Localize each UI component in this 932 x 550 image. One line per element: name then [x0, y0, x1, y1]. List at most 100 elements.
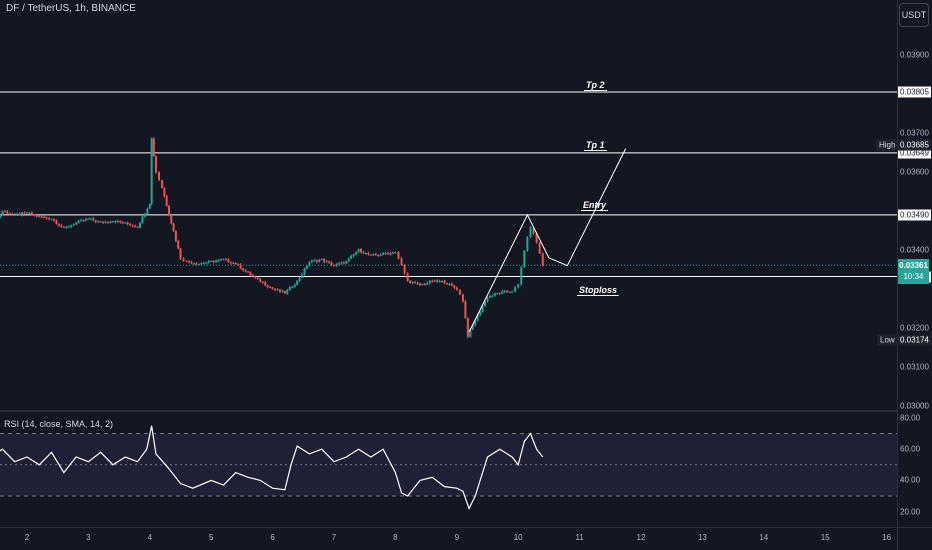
- candle-body: [414, 282, 417, 284]
- candle-body: [150, 138, 153, 205]
- candle-body: [65, 226, 68, 228]
- candle-body: [384, 252, 387, 254]
- candle-body: [40, 216, 43, 218]
- rsi-axis-tick: 20.00: [900, 507, 921, 517]
- bar-countdown: 10:34: [903, 272, 924, 281]
- candle-body: [28, 212, 31, 214]
- current-price-label: 0.03361 10:34: [898, 259, 929, 284]
- candle-body: [33, 214, 36, 216]
- candle-body: [80, 220, 83, 222]
- current-price-value: 0.03361: [899, 261, 928, 270]
- candle-body: [469, 329, 472, 337]
- candle-body: [172, 223, 175, 232]
- candle-body: [450, 283, 453, 286]
- candle-body: [471, 325, 474, 330]
- candle-body: [506, 291, 509, 293]
- candle-body: [501, 291, 504, 294]
- candle-body: [458, 289, 461, 295]
- price-axis-tick: 0.03100: [900, 362, 929, 372]
- price-axis-tick: 0.03900: [900, 50, 929, 60]
- candle-body: [134, 225, 137, 227]
- high-tag: High: [876, 139, 899, 151]
- time-axis-tick: 6: [270, 533, 275, 542]
- candle-body: [523, 250, 526, 268]
- candle-body: [291, 286, 294, 288]
- candle-body: [374, 254, 377, 256]
- candle-body: [337, 263, 340, 265]
- candle-body: [148, 204, 151, 209]
- candle-body: [328, 261, 331, 263]
- candle-body: [121, 222, 124, 224]
- currency-button[interactable]: USDT: [899, 3, 929, 27]
- candle-body: [281, 290, 284, 292]
- candle-body: [278, 289, 281, 292]
- candle-body: [474, 320, 477, 326]
- candle-body: [372, 254, 375, 256]
- candle-body: [377, 255, 380, 257]
- candle-body: [188, 261, 191, 263]
- candle-body: [247, 271, 250, 273]
- candle-body: [158, 172, 161, 181]
- rsi-indicator-title[interactable]: RSI (14, close, SMA, 14, 2): [4, 419, 114, 429]
- candle-body: [129, 224, 132, 226]
- level-price-label: 0.03805: [898, 86, 931, 98]
- candle-body: [21, 212, 24, 215]
- candle-body: [305, 266, 308, 269]
- time-axis-tick: 13: [697, 533, 707, 542]
- candle-body: [303, 268, 306, 275]
- time-axis-tick: 3: [86, 533, 91, 542]
- candle-body: [397, 252, 400, 259]
- candle-body: [165, 196, 168, 206]
- time-axis-tick: 7: [331, 533, 337, 542]
- candle-body: [197, 263, 200, 265]
- projection-path: [468, 148, 627, 333]
- candle-body: [26, 212, 28, 214]
- price-chart[interactable]: [0, 0, 897, 410]
- candle-body: [406, 273, 409, 281]
- rsi-axis-tick: 80.00: [900, 413, 921, 423]
- candle-body: [48, 218, 51, 220]
- candle-body: [102, 222, 105, 224]
- candle-body: [207, 261, 210, 263]
- time-axis-tick: 16: [882, 533, 892, 542]
- candle-body: [411, 282, 414, 284]
- candle-body: [212, 260, 215, 263]
- candle-body: [163, 187, 166, 197]
- candle-body: [488, 295, 491, 298]
- time-axis-border: [0, 527, 932, 528]
- pane-separator[interactable]: [0, 410, 897, 412]
- candle-body: [443, 281, 446, 284]
- candle-body: [448, 283, 451, 285]
- candle-body: [67, 226, 70, 228]
- candle-body: [362, 252, 365, 254]
- candle-body: [423, 284, 426, 286]
- candle-body: [367, 253, 370, 255]
- candle-body: [107, 221, 110, 223]
- candle-body: [479, 311, 482, 315]
- candle-body: [152, 138, 155, 157]
- candle-body: [347, 258, 350, 262]
- candle-body: [256, 277, 259, 279]
- candle-body: [89, 218, 92, 220]
- time-axis-tick: 10: [513, 533, 523, 542]
- candle-body: [99, 221, 102, 223]
- candle-body: [104, 221, 107, 223]
- candle-body: [428, 280, 431, 284]
- rsi-chart[interactable]: [0, 412, 897, 527]
- candle-body: [177, 241, 180, 249]
- price-axis-tick: 0.03000: [900, 401, 929, 411]
- candle-body: [298, 277, 301, 281]
- candle-body: [400, 258, 403, 266]
- candle-body: [87, 218, 90, 220]
- level-note-label: Entry: [581, 200, 609, 211]
- candle-body: [30, 212, 33, 215]
- candle-body: [82, 220, 85, 222]
- level-note-label: Tp 1: [584, 140, 607, 151]
- candle-body: [438, 281, 441, 283]
- candle-body: [43, 217, 46, 219]
- candle-body: [70, 225, 73, 227]
- candle-body: [143, 213, 146, 217]
- candle-body: [92, 218, 95, 221]
- candle-body: [244, 270, 247, 272]
- candle-body: [318, 259, 321, 262]
